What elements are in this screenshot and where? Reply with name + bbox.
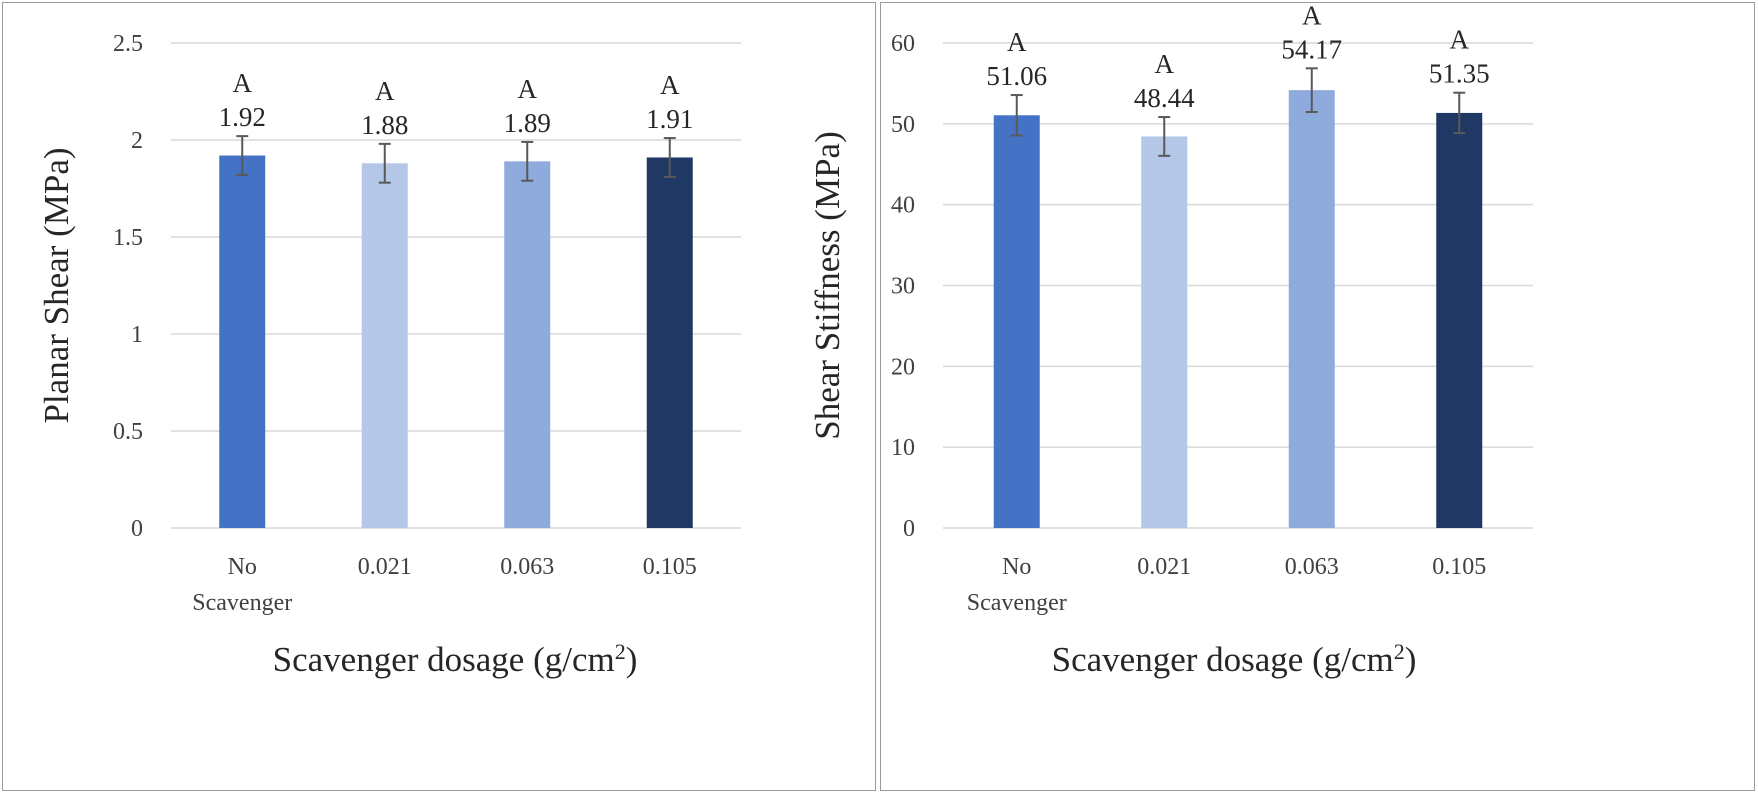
y-axis-title: Planar Shear (MPa): [37, 147, 76, 423]
x-axis-title-close: ): [1405, 640, 1417, 679]
y-tick-label: 0: [131, 516, 143, 542]
x-tick-label: 0.105: [643, 554, 697, 580]
bar: [219, 155, 266, 528]
x-axis-title-text: Scavenger dosage (g/cm: [1052, 640, 1394, 679]
bar: [504, 161, 551, 528]
x-tick-label: 0.063: [1285, 554, 1339, 580]
x-axis-title-text: Scavenger dosage (g/cm: [273, 640, 615, 679]
bar: [361, 163, 408, 528]
data-label: 1.89: [504, 108, 551, 138]
chart-panel-planar-shear: 0 0.5 1 1.5 2 2.5 1.92 A No Scavenger 1.88 A 0.021 1.…: [2, 2, 876, 791]
x-axis-title-close: ): [626, 640, 638, 679]
y-tick-label: 1: [131, 322, 143, 348]
bar: [646, 157, 693, 528]
group-letter: A: [1007, 27, 1027, 57]
x-tick-label: 0.105: [1432, 554, 1486, 580]
y-tick-label: 40: [891, 193, 915, 219]
y-tick-label: 2.5: [113, 31, 143, 57]
group-letter: A: [375, 76, 395, 106]
data-label: 48.44: [1134, 83, 1195, 113]
group-letter: A: [518, 74, 538, 104]
x-axis-title: Scavenger dosage (g/cm2): [1052, 639, 1417, 680]
y-tick-label: 0: [903, 516, 915, 542]
data-label: 1.91: [646, 104, 693, 134]
bar: [1436, 112, 1483, 528]
data-label: 51.35: [1429, 59, 1490, 89]
data-label: 1.92: [219, 102, 266, 132]
x-axis-title: Scavenger dosage (g/cm2): [273, 639, 638, 680]
data-label: 1.88: [361, 110, 408, 140]
y-tick-label: 2: [131, 128, 143, 154]
y-tick-label: 20: [891, 354, 915, 380]
group-letter: A: [233, 68, 253, 98]
y-tick-label: 60: [891, 31, 915, 57]
y-tick-label: 1.5: [113, 225, 143, 251]
x-tick-label: 0.063: [500, 554, 554, 580]
group-letter: A: [1155, 49, 1175, 79]
y-axis-title: Shear Stiffness (MPa): [808, 131, 847, 440]
data-label: 54.17: [1281, 34, 1342, 64]
x-tick-label: 0.021: [358, 554, 412, 580]
bar: [1141, 136, 1188, 528]
bar: [993, 115, 1040, 528]
y-tick-label: 10: [891, 435, 915, 461]
planar-shear-chart: 0 0.5 1 1.5 2 2.5 1.92 A No Scavenger 1.88 A 0.021 1.…: [37, 31, 741, 680]
x-axis-title-superscript: 2: [1394, 639, 1405, 664]
y-tick-label: 50: [891, 112, 915, 138]
x-tick-label: No Scavenger: [192, 554, 292, 616]
y-tick-label: 30: [891, 274, 915, 300]
x-tick-label: No Scavenger: [967, 554, 1067, 616]
group-letter: A: [1302, 0, 1322, 30]
y-tick-label: 0.5: [113, 419, 143, 445]
chart-panel-shear-stiffness: 0 10 20 30 40 50 60 51.06 A No Scavenger 48.44 A 0.02…: [808, 0, 1755, 791]
x-axis-title-superscript: 2: [615, 639, 626, 664]
group-letter: A: [660, 70, 680, 100]
group-letter: A: [1450, 25, 1470, 55]
data-label: 51.06: [986, 61, 1047, 91]
bar: [1288, 90, 1335, 529]
x-tick-label: 0.021: [1137, 554, 1191, 580]
shear-stiffness-chart: 0 10 20 30 40 50 60 51.06 A No Scavenger 48.44 A 0.02…: [808, 0, 1533, 680]
